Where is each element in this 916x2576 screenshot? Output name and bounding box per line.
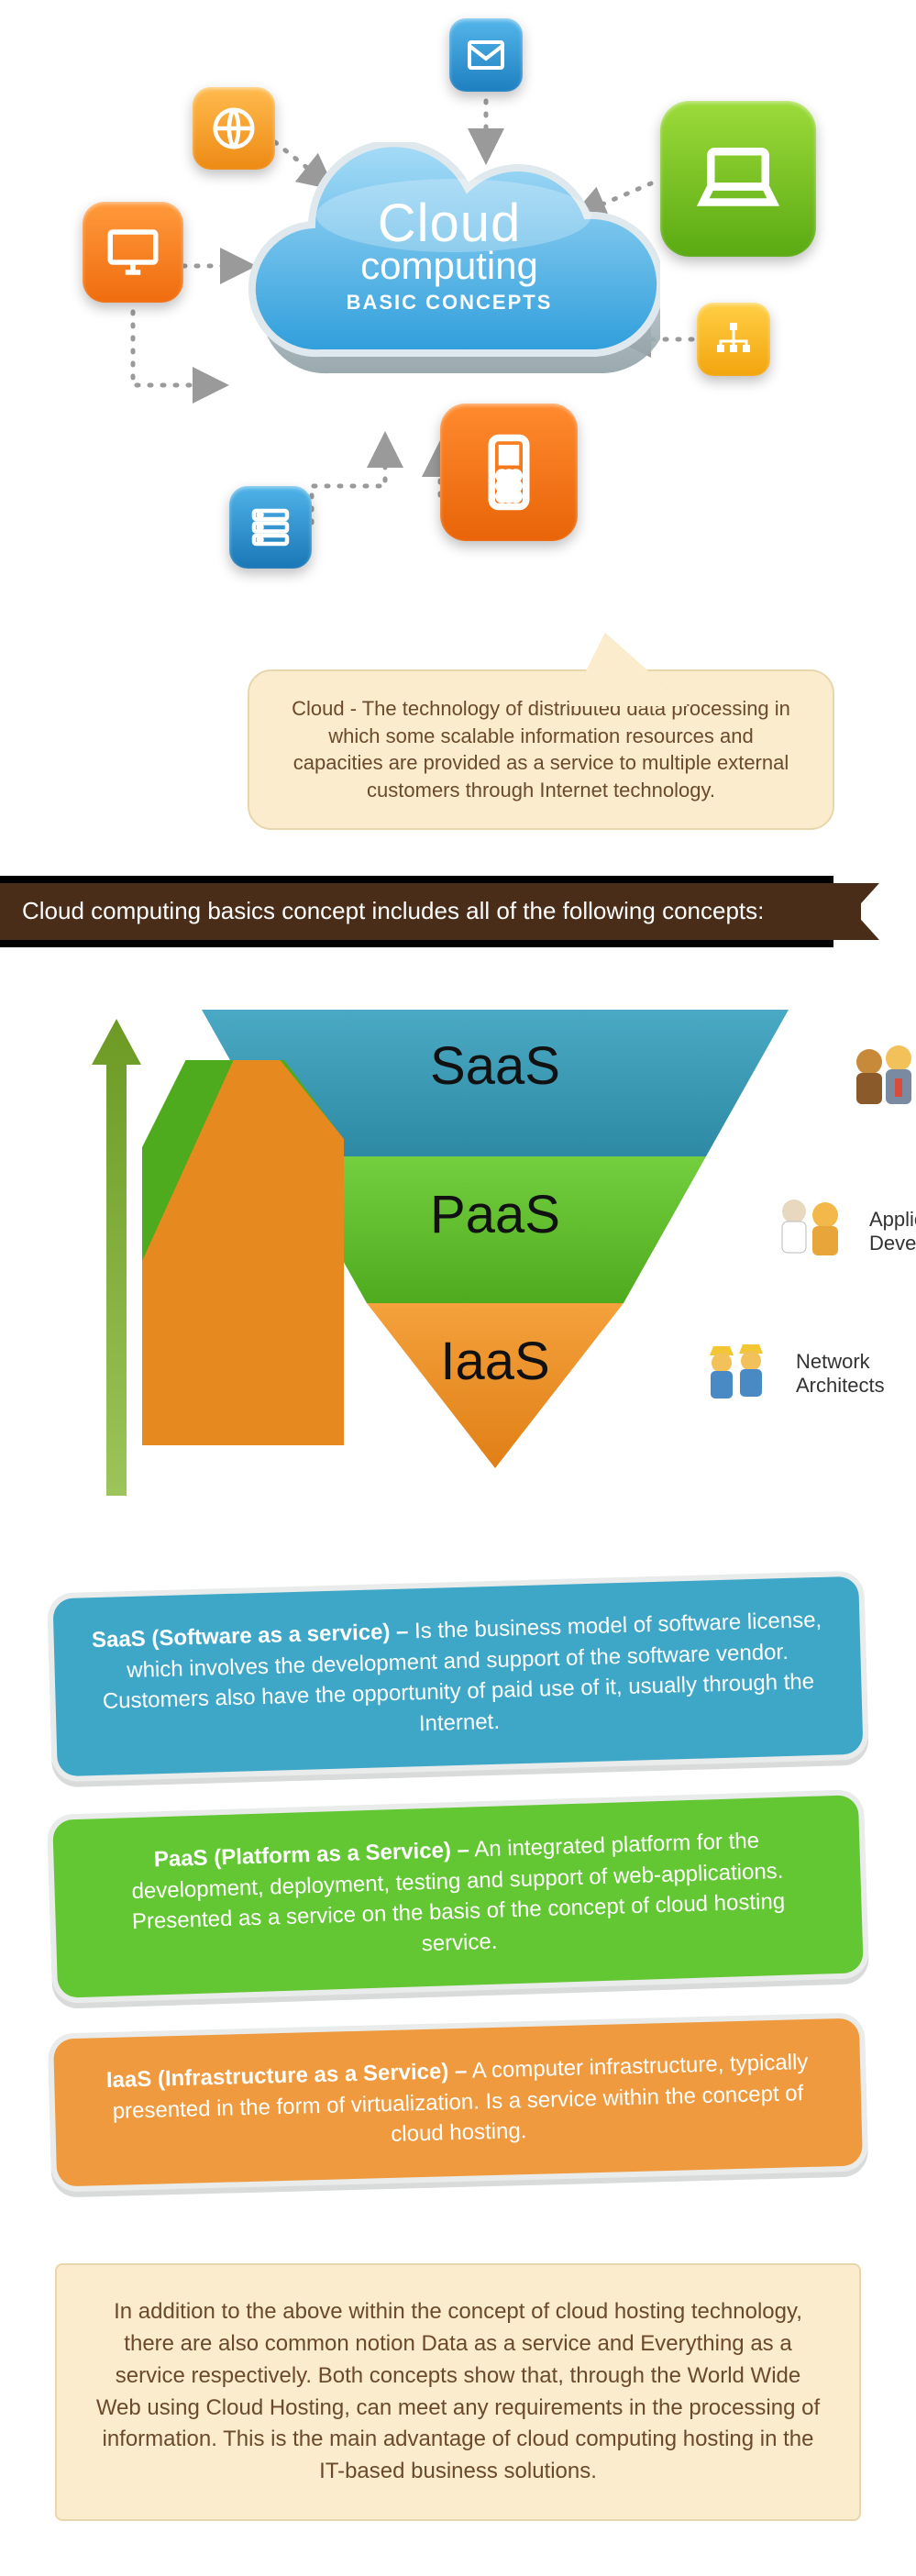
phone-icon xyxy=(440,404,578,541)
org-chart-icon xyxy=(697,303,770,376)
footer-note: In addition to the above within the conc… xyxy=(55,2263,861,2521)
server-icon xyxy=(229,486,312,569)
end-users-icon xyxy=(844,1042,916,1120)
funnel-svg-wrap: SaaS PaaS IaaS End Users Application Dev xyxy=(183,991,807,1487)
role-app-devs-label: Application Developers xyxy=(869,1208,916,1256)
mail-icon xyxy=(449,18,523,92)
card-saas: SaaS (Software as a service) – Is the bu… xyxy=(52,1576,863,1777)
card-paas: PaaS (Platform as a Service) – An integr… xyxy=(52,1795,864,1998)
card-iaas-title: IaaS (Infrastructure as a Service) – xyxy=(106,2058,468,2092)
cloud-title-line1: Cloud xyxy=(275,197,624,250)
card-paas-title: PaaS (Platform as a Service) – xyxy=(153,1838,469,1873)
cloud-definition-text: Cloud - The technology of distributed da… xyxy=(248,669,834,830)
role-net-arch: Network Architects xyxy=(697,1335,885,1413)
definition-cards: SaaS (Software as a service) – Is the bu… xyxy=(0,1560,916,2237)
hero-cloud-diagram: Cloud computing BASIC CONCEPTS xyxy=(0,0,916,669)
cloud-definition-callout: Cloud - The technology of distributed da… xyxy=(248,633,834,830)
card-saas-title: SaaS (Software as a service) – xyxy=(92,1619,409,1653)
cloud-subtitle: BASIC CONCEPTS xyxy=(275,291,624,315)
card-iaas: IaaS (Infrastructure as a Service) – A c… xyxy=(53,2018,863,2186)
cloud-title-block: Cloud computing BASIC CONCEPTS xyxy=(275,197,624,315)
laptop-icon xyxy=(660,101,816,257)
globe-icon xyxy=(193,87,275,170)
funnel-diagram: Value Visibility to End Users SaaS PaaS … xyxy=(0,991,916,1560)
section-ribbon: Cloud computing basics concept includes … xyxy=(0,876,916,947)
role-end-users: End Users xyxy=(844,1042,916,1120)
monitor-icon xyxy=(83,202,183,303)
net-arch-icon xyxy=(697,1335,779,1413)
role-net-arch-label: Network Architects xyxy=(796,1350,885,1399)
ribbon-text: Cloud computing basics concept includes … xyxy=(0,883,861,940)
cloud-title-line2: computing xyxy=(275,247,624,285)
role-app-devs: Application Developers xyxy=(770,1193,916,1271)
app-devs-icon xyxy=(770,1193,853,1271)
